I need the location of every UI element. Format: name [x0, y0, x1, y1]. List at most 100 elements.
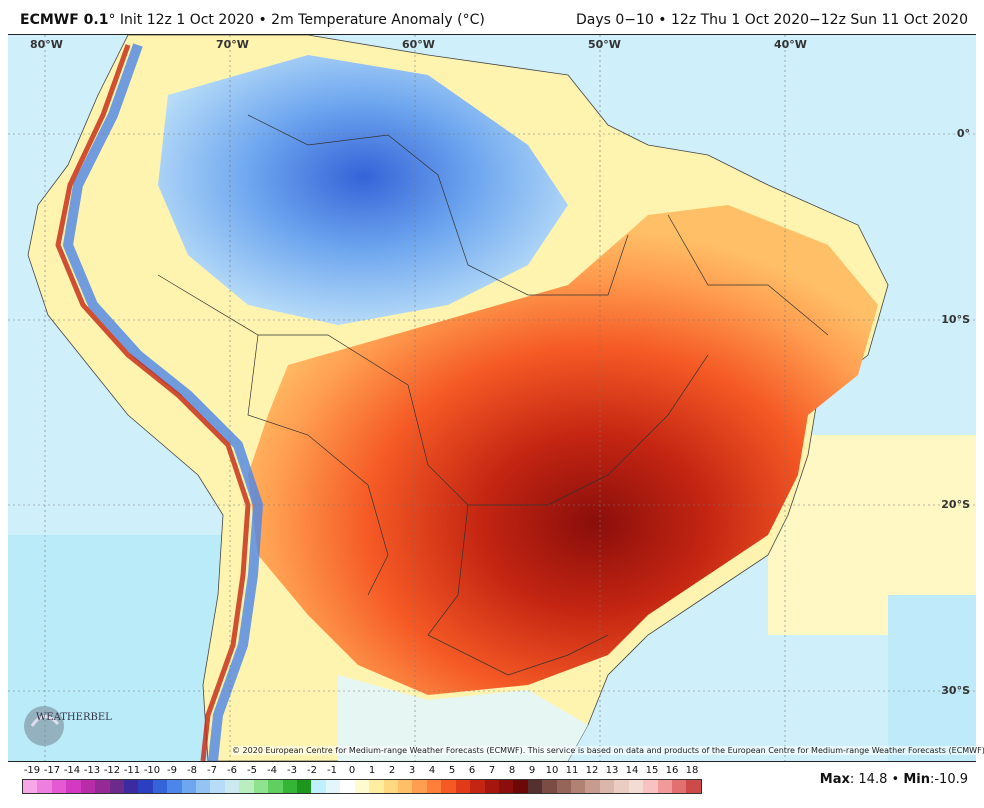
- colorbar-swatch: [253, 780, 269, 793]
- colorbar-swatch: [239, 780, 254, 793]
- colorbar-swatch: [23, 780, 38, 793]
- colorbar-swatch: [397, 780, 413, 793]
- max-label: Max: [819, 772, 850, 787]
- init-time: Init 12z 1 Oct 2020: [119, 12, 254, 28]
- colorbar-swatch: [426, 780, 442, 793]
- colorbar-swatch: [498, 780, 514, 793]
- lon-label-80w: 80°W: [30, 38, 63, 51]
- colorbar-tick-label: -8: [187, 765, 197, 776]
- lat-label-10s: 10°S: [941, 313, 970, 326]
- colorbar-swatch: [599, 780, 615, 793]
- degree-mark: °: [108, 12, 116, 28]
- colorbar-tick-label: -4: [267, 765, 277, 776]
- colorbar-swatch: [297, 780, 312, 793]
- colorbar-tick-label: -9: [167, 765, 177, 776]
- colorbar-tick-label: -7: [207, 765, 217, 776]
- colorbar-swatch: [542, 780, 557, 793]
- logo-text: WEATHERBELL: [36, 712, 112, 723]
- logo-graphic: WEATHERBELL: [24, 706, 119, 746]
- colorbar-tick-label: 9: [528, 765, 536, 776]
- min-label: Min: [903, 772, 930, 787]
- colorbar-swatch: [37, 780, 52, 793]
- model-title: ECMWF 0.1° Init 12z 1 Oct 2020 • 2m Temp…: [20, 12, 485, 28]
- colorbar-swatch: [196, 780, 211, 793]
- colorbar-tick-label: -6: [227, 765, 237, 776]
- colorbar-swatch: [383, 780, 398, 793]
- colorbar-swatch: [224, 780, 240, 793]
- copyright-notice: © 2020 European Centre for Medium-range …: [232, 746, 984, 755]
- colorbar-tick-label: -3: [287, 765, 297, 776]
- colorbar-swatch: [340, 780, 355, 793]
- title-bullet: •: [258, 12, 267, 28]
- stats-separator: •: [891, 772, 900, 787]
- map-canvas: [8, 35, 976, 761]
- colorbar-swatch: [138, 780, 153, 793]
- colorbar-swatch: [210, 780, 225, 793]
- weatherbell-logo: WEATHERBELL: [22, 700, 119, 750]
- anomaly-map: [8, 34, 976, 762]
- colorbar-swatch: [628, 780, 644, 793]
- max-value: 14.8: [858, 772, 888, 787]
- min-value: -10.9: [934, 772, 968, 787]
- colorbar-tick-label: 18: [685, 765, 699, 776]
- colorbar-swatch: [455, 780, 471, 793]
- colorbar-tick-label: 8: [508, 765, 516, 776]
- lon-label-50w: 50°W: [588, 38, 621, 51]
- colorbar-swatch: [412, 780, 427, 793]
- map-header: ECMWF 0.1° Init 12z 1 Oct 2020 • 2m Temp…: [0, 0, 984, 34]
- colorbar-tick-label: -11: [123, 765, 141, 776]
- colorbar: [22, 779, 702, 794]
- andes-anomaly-strip: [63, 43, 263, 761]
- colorbar-tick-label: -12: [103, 765, 121, 776]
- colorbar-swatch: [282, 780, 298, 793]
- andes-warm-strip: [55, 44, 251, 761]
- colorbar-swatch: [80, 780, 96, 793]
- colorbar-swatch: [484, 780, 499, 793]
- colorbar-swatch: [369, 780, 384, 793]
- colorbar-tick-label: 6: [468, 765, 476, 776]
- colorbar-swatch: [181, 780, 197, 793]
- colorbar-swatch: [585, 780, 600, 793]
- colorbar-tick-label: 13: [605, 765, 619, 776]
- colorbar-swatch: [571, 780, 586, 793]
- country-borders: [157, 114, 829, 676]
- colorbar-tick-label: 0: [348, 765, 356, 776]
- colorbar-tick-label: -5: [247, 765, 257, 776]
- colorbar-swatch: [657, 780, 672, 793]
- southern-cool-anomaly: [338, 675, 588, 761]
- colorbar-tick-label: -2: [307, 765, 317, 776]
- colorbar-tick-label: 12: [585, 765, 599, 776]
- colorbar-swatch: [614, 780, 629, 793]
- colorbar-tick-label: 11: [565, 765, 579, 776]
- colorbar-tick-label: 2: [388, 765, 396, 776]
- valid-period: Days 0−10 • 12z Thu 1 Oct 2020−12z Sun 1…: [576, 12, 968, 28]
- colorbar-swatch: [51, 780, 67, 793]
- colorbar-tick-label: -19: [23, 765, 41, 776]
- colorbar-tick-label: 7: [488, 765, 496, 776]
- colorbar-swatch: [527, 780, 543, 793]
- field-name: 2m Temperature Anomaly (°C): [271, 12, 485, 28]
- lat-label-0: 0°: [956, 127, 970, 140]
- colorbar-tick-label: -1: [327, 765, 337, 776]
- central-brazil-heat: [248, 205, 878, 695]
- colorbar-swatch: [671, 780, 687, 793]
- colorbar-tick-label: 14: [625, 765, 639, 776]
- colorbar-tick-label: -17: [43, 765, 61, 776]
- lat-label-30s: 30°S: [941, 684, 970, 697]
- colorbar-swatch: [470, 780, 485, 793]
- colorbar-tick-label: -13: [83, 765, 101, 776]
- graticule: [8, 35, 976, 761]
- colorbar-swatch: [686, 780, 701, 793]
- colorbar-swatch: [556, 780, 572, 793]
- colorbar-tick-label: 15: [645, 765, 659, 776]
- colorbar-swatch: [354, 780, 370, 793]
- colorbar-tick-label: 4: [428, 765, 436, 776]
- colorbar-swatch: [311, 780, 326, 793]
- colorbar-swatch: [513, 780, 528, 793]
- lat-label-20s: 20°S: [941, 498, 970, 511]
- colorbar-swatch: [109, 780, 124, 793]
- lon-label-40w: 40°W: [774, 38, 807, 51]
- colorbar-swatch: [441, 780, 456, 793]
- colorbar-swatch: [123, 780, 139, 793]
- colorbar-tick-label: -14: [63, 765, 81, 776]
